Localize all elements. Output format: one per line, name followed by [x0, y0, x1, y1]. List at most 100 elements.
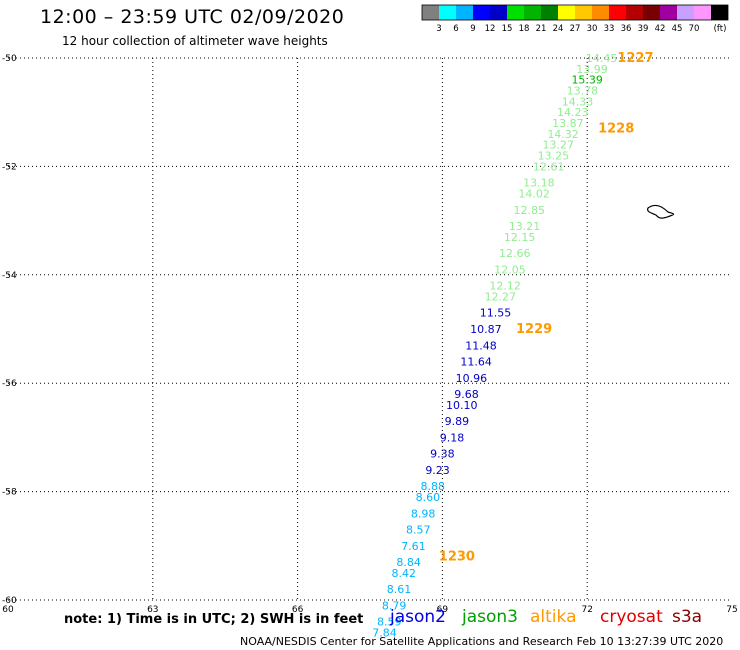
data-points: 14.4513.9915.3913.7814.3314.2313.8714.32… — [372, 52, 617, 640]
wave-height-point: 8.79 — [382, 599, 407, 612]
wave-height-point: 11.55 — [480, 307, 512, 320]
colorbar-label: 15 — [502, 24, 513, 34]
colorbar-swatch — [626, 5, 643, 20]
colorbar-label: 21 — [536, 24, 547, 34]
wave-height-point: 8.84 — [396, 556, 421, 569]
colorbar-label: 9 — [470, 24, 475, 34]
footer-credit: NOAA/NESDIS Center for Satellite Applica… — [240, 635, 724, 648]
colorbar-swatch — [558, 5, 575, 20]
colorbar: 3 6 9 12 15 18 21 24 27 30 33 36 39 42 45 70 (ft) — [421, 4, 729, 34]
colorbar-label: 70 — [689, 24, 700, 34]
time-label: 1228 — [598, 121, 634, 136]
colorbar-label: 27 — [570, 24, 581, 34]
colorbar-label: 18 — [519, 24, 530, 34]
y-tick-label: -50 — [2, 54, 17, 64]
wave-height-point: 13.27 — [542, 139, 574, 152]
island-outline — [647, 204, 675, 219]
colorbar-swatch — [575, 5, 592, 20]
wave-height-point: 12.15 — [504, 231, 536, 244]
x-tick-label: 66 — [292, 605, 304, 615]
time-labels: 1227 1228 1229 1230 — [439, 51, 654, 565]
wave-height-point: 7.61 — [401, 540, 426, 553]
wave-height-point: 14.02 — [518, 188, 550, 201]
wave-height-point: 8.98 — [411, 507, 436, 520]
wave-height-point: 15.39 — [571, 74, 603, 87]
wave-height-point: 11.48 — [465, 339, 497, 352]
wave-height-point: 13.99 — [576, 63, 608, 76]
colorbar-label: 45 — [672, 24, 683, 34]
colorbar-label: 33 — [604, 24, 615, 34]
colorbar-label: 6 — [453, 24, 458, 34]
colorbar-label: 12 — [485, 24, 496, 34]
colorbar-swatch — [507, 5, 524, 20]
wave-height-point: 14.45 — [586, 52, 618, 65]
satellite-legend-cryosat: cryosat — [600, 607, 663, 627]
wave-height-point: 12.27 — [485, 290, 517, 303]
colorbar-swatch — [694, 5, 711, 20]
wave-height-point: 12.61 — [533, 160, 565, 173]
wave-height-point: 14.23 — [557, 106, 589, 119]
wave-height-point: 8.60 — [416, 491, 441, 504]
x-tick-label: 60 — [2, 605, 14, 615]
wave-height-point: 8.88 — [420, 480, 445, 493]
colorbar-swatch — [490, 5, 507, 20]
wave-height-point: 10.96 — [456, 372, 488, 385]
colorbar-border — [421, 4, 729, 21]
colorbar-swatch — [439, 5, 456, 20]
colorbar-swatch — [711, 5, 728, 20]
wave-height-point: 13.78 — [567, 85, 599, 98]
wave-height-point: 8.59 — [377, 616, 402, 629]
wave-height-point: 9.18 — [440, 431, 465, 444]
wave-height-point: 10.87 — [470, 323, 502, 336]
wave-height-point: 12.66 — [499, 247, 531, 260]
colorbar-swatch — [473, 5, 490, 20]
grid-lines — [8, 57, 732, 601]
y-tick-label: -54 — [2, 271, 17, 281]
wave-height-point: 9.68 — [454, 388, 479, 401]
colorbar-swatch — [592, 5, 609, 20]
colorbar-swatch — [541, 5, 558, 20]
colorbar-label: 24 — [553, 24, 564, 34]
colorbar-label: 3 — [436, 24, 441, 34]
x-tick-label: 63 — [147, 605, 158, 615]
y-tick-label: -56 — [2, 379, 17, 389]
wave-height-point: 9.38 — [430, 448, 455, 461]
wave-height-point: 13.25 — [538, 150, 570, 163]
island-shape — [647, 204, 675, 219]
chart-subtitle: 12 hour collection of altimeter wave hei… — [62, 34, 328, 48]
time-label: 1227 — [617, 51, 653, 66]
satellite-legend-jason3: jason3 — [462, 607, 518, 627]
chart-title: 12:00 – 23:59 UTC 02/09/2020 — [40, 6, 345, 28]
satellite-legend-s3a: s3a — [672, 607, 703, 627]
colorbar-unit: (ft) — [714, 24, 727, 34]
colorbar-swatch — [456, 5, 473, 20]
colorbar-label: 42 — [655, 24, 666, 34]
wave-height-point: 8.61 — [387, 583, 412, 596]
wave-height-point: 13.21 — [509, 220, 541, 233]
footer-note: note: 1) Time is in UTC; 2) SWH is in fe… — [64, 612, 364, 627]
colorbar-swatch — [643, 5, 660, 20]
wave-height-point: 10.10 — [446, 399, 478, 412]
wave-height-point: 8.57 — [406, 524, 431, 537]
wave-height-point: 9.89 — [445, 415, 470, 428]
satellite-legend-jason2: jason2 — [390, 607, 446, 627]
colorbar-label: 36 — [621, 24, 632, 34]
time-label: 1229 — [516, 322, 552, 337]
x-tick-label: 72 — [581, 605, 592, 615]
wave-height-point: 12.05 — [494, 263, 526, 276]
wave-height-point: 14.33 — [562, 95, 594, 108]
x-tick-label: 69 — [437, 605, 449, 615]
colorbar-swatch — [677, 5, 694, 20]
y-tick-label: -58 — [2, 488, 17, 498]
time-label: 1230 — [439, 550, 475, 565]
wave-height-point: 13.87 — [552, 117, 584, 130]
wave-height-point: 8.42 — [392, 567, 417, 580]
y-tick-label: -52 — [2, 162, 17, 172]
wave-height-point: 11.64 — [460, 356, 492, 369]
wave-height-point: 12.12 — [489, 280, 521, 293]
y-tick-label: -60 — [2, 596, 17, 606]
colorbar-swatch — [422, 5, 439, 20]
axis-tick-labels: 60 63 66 69 72 75 -50 -52 -54 -56 -58 -60 — [2, 54, 738, 615]
